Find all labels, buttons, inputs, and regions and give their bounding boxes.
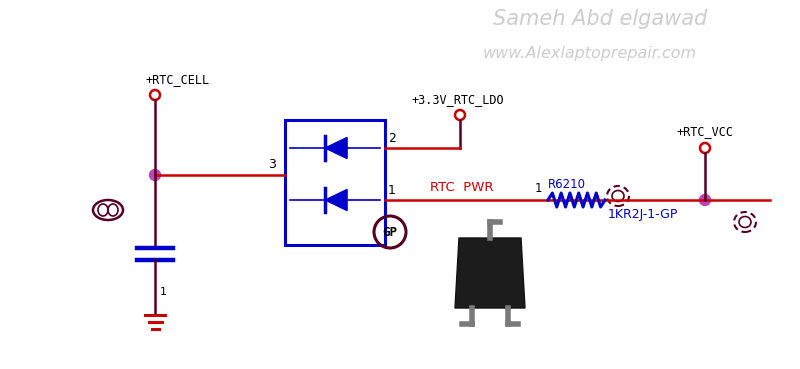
Text: www.Alexlaptoprepair.com: www.Alexlaptoprepair.com: [483, 46, 697, 61]
Polygon shape: [325, 189, 347, 211]
Text: 1: 1: [160, 287, 167, 297]
Bar: [285, 120, 385, 245]
Text: +3.3V_RTC_LDO: +3.3V_RTC_LDO: [412, 93, 504, 106]
Text: 1: 1: [388, 184, 396, 197]
Polygon shape: [455, 238, 525, 308]
Circle shape: [699, 194, 710, 206]
Text: Sameh Abd elgawad: Sameh Abd elgawad: [493, 9, 707, 29]
Text: +RTC_VCC: +RTC_VCC: [677, 125, 734, 138]
Text: 3: 3: [268, 158, 276, 171]
Polygon shape: [325, 137, 347, 159]
Text: 2: 2: [388, 132, 396, 145]
Text: +RTC_CELL: +RTC_CELL: [145, 73, 209, 86]
Text: RTC  PWR: RTC PWR: [430, 181, 494, 194]
Text: 1KR2J-1-GP: 1KR2J-1-GP: [608, 208, 678, 221]
Circle shape: [150, 169, 161, 180]
Text: R6210: R6210: [548, 178, 586, 191]
Text: GP: GP: [382, 225, 398, 238]
Text: 1: 1: [535, 182, 542, 195]
